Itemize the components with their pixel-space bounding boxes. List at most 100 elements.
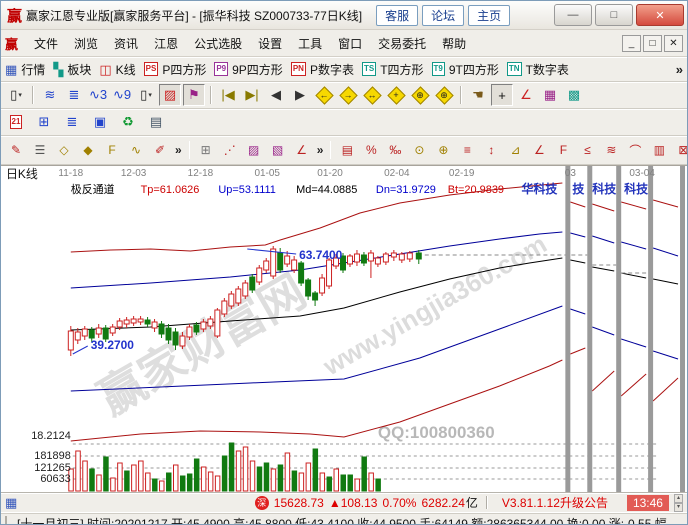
upgrade-announcement-link[interactable]: V3.81.1.12升级公告 xyxy=(501,496,608,510)
p-square-button[interactable]: PS P四方形 xyxy=(143,61,206,78)
candle-body xyxy=(319,277,326,294)
maximize-button[interactable]: □ xyxy=(595,4,633,26)
t-square-button[interactable]: TS T四方形 xyxy=(361,61,424,78)
quote-list-button[interactable]: ≣ xyxy=(63,84,85,106)
gann-draw-tool-3-12[interactable]: ≋ xyxy=(600,139,622,161)
zoom-h-button[interactable]: ↔ xyxy=(361,84,383,106)
spin-up-icon[interactable]: ▴ xyxy=(673,493,683,503)
gann-draw-tool-3-2[interactable]: % xyxy=(360,139,382,161)
save-button[interactable]: ▣ xyxy=(89,111,111,133)
gann-draw-tool-3-8[interactable]: ⊿ xyxy=(504,139,526,161)
gann-draw-tool-2-5[interactable]: ∠ xyxy=(291,139,313,161)
crosshair-tool-button[interactable]: + xyxy=(491,84,513,106)
candle-style-button[interactable]: ▯ ▾ xyxy=(5,84,27,106)
gann-draw-tool-2-4[interactable]: ▧ xyxy=(267,139,289,161)
gann-draw-tool-1-4[interactable]: ◆ xyxy=(77,139,99,161)
child-close-button[interactable]: ✕ xyxy=(664,34,683,52)
menu-item-4[interactable]: 江恩 xyxy=(154,36,179,51)
title-button-3[interactable]: 主页 xyxy=(468,4,511,26)
refresh-button[interactable]: ♻ xyxy=(117,111,139,133)
child-restore-button[interactable]: □ xyxy=(643,34,662,52)
gann-draw-tool-2-1[interactable]: ⊞ xyxy=(195,139,217,161)
menu-item-9[interactable]: 交易委托 xyxy=(378,36,427,51)
memo-button[interactable]: ≣ xyxy=(61,111,83,133)
gann-draw-tool-2-2[interactable]: ⋰ xyxy=(219,139,241,161)
child-minimize-button[interactable]: _ xyxy=(622,34,641,52)
gann-draw-tool-3-9[interactable]: ∠ xyxy=(528,139,550,161)
gann-draw-tool-1-2[interactable]: ☰ xyxy=(29,139,51,161)
prev-bar-button[interactable]: ◀ xyxy=(265,84,287,106)
t-table-button[interactable]: TN T数字表 xyxy=(506,61,569,78)
p-table-button[interactable]: PN P数字表 xyxy=(290,61,354,78)
angle-tool-button[interactable]: ∠ xyxy=(515,84,537,106)
menu-item-10[interactable]: 帮助 xyxy=(442,36,467,51)
9p-square-button[interactable]: P9 9P四方形 xyxy=(214,61,283,78)
pattern-button[interactable]: ▨ xyxy=(159,84,181,106)
gann-draw-tool-3-11[interactable]: ≤ xyxy=(576,139,598,161)
gann-draw-tool-2-3[interactable]: ▨ xyxy=(243,139,265,161)
wave-3-button[interactable]: ∿3 xyxy=(87,84,109,106)
gann-draw-tool-3-14[interactable]: ▥ xyxy=(648,139,670,161)
gann-draw-tool-1-7[interactable]: ✐ xyxy=(149,139,171,161)
gann-tool-icon: ⊞ xyxy=(200,143,211,157)
hand-tool-button[interactable]: ☚ xyxy=(467,84,489,106)
title-button-1[interactable]: 客服 xyxy=(376,4,419,26)
gann-draw-tool-1-5[interactable]: F xyxy=(101,139,123,161)
gann-draw-tool-3-7[interactable]: ↕ xyxy=(480,139,502,161)
pan-left-button[interactable]: ← xyxy=(313,84,335,106)
spin-down-icon[interactable]: ▾ xyxy=(673,502,683,512)
gann-draw-tool-3-10[interactable]: F xyxy=(552,139,574,161)
gann-draw-tool-3-6[interactable]: ≡ xyxy=(456,139,478,161)
teal-grid-button[interactable]: ▩ xyxy=(563,84,585,106)
system-button[interactable]: ▤ xyxy=(145,111,167,133)
menu-item-5[interactable]: 公式选股 xyxy=(194,36,243,51)
menu-item-7[interactable]: 工具 xyxy=(298,36,323,51)
gann-tool-icon: ≤ xyxy=(584,143,591,157)
purple-grid-button[interactable]: ▦ xyxy=(539,84,561,106)
menu-item-8[interactable]: 窗口 xyxy=(338,36,363,51)
minimize-button[interactable]: — xyxy=(554,4,592,26)
menu-item-6[interactable]: 设置 xyxy=(258,36,283,51)
quotes-button[interactable]: ▦ 行情 xyxy=(5,61,45,78)
last-bar-button[interactable]: ▶| xyxy=(241,84,263,106)
gann-tool-icon: ⊠ xyxy=(678,143,688,157)
draw-group-overflow-button[interactable]: » xyxy=(316,143,324,157)
gann-draw-tool-1-6[interactable]: ∿ xyxy=(125,139,147,161)
kline-button[interactable]: ◫ K线 xyxy=(99,61,135,78)
axis-value-label: 18.2124 xyxy=(31,430,71,442)
gann-draw-tool-1-1[interactable]: ✎ xyxy=(5,139,27,161)
calculator-button[interactable]: ⊞ xyxy=(33,111,55,133)
gann-draw-tool-3-5[interactable]: ⊕ xyxy=(432,139,454,161)
chart-area[interactable]: 赢家财富网 www.yingjia360.com QQ:100800360 日K线 11… xyxy=(1,165,687,492)
menu-item-1[interactable]: 文件 xyxy=(34,36,59,51)
close-button[interactable]: ✕ xyxy=(636,4,684,26)
menu-item-2[interactable]: 浏览 xyxy=(74,36,99,51)
next-bar-button[interactable]: ▶ xyxy=(289,84,311,106)
candle-body xyxy=(277,252,284,271)
gann-draw-tool-3-15[interactable]: ⊠ xyxy=(672,139,688,161)
zoom-out-button[interactable]: ⊕ xyxy=(409,84,431,106)
trend-net-button[interactable]: ≋ xyxy=(39,84,61,106)
gann-draw-tool-1-3[interactable]: ◇ xyxy=(53,139,75,161)
title-button-2[interactable]: 论坛 xyxy=(422,4,465,26)
pan-right-button[interactable]: → xyxy=(337,84,359,106)
9t-square-button[interactable]: T9 9T四方形 xyxy=(431,61,499,78)
toolbar-overflow-button[interactable]: » xyxy=(675,61,683,77)
flag-button[interactable]: ⚑ xyxy=(183,84,205,106)
zoom-fit-button[interactable]: ⊕ xyxy=(433,84,455,106)
zoom-in-button[interactable]: + xyxy=(385,84,407,106)
first-bar-button[interactable]: |◀ xyxy=(217,84,239,106)
gann-draw-tool-3-3[interactable]: ‰ xyxy=(384,139,406,161)
calendar-button[interactable]: 21 xyxy=(5,111,27,133)
sectors-button[interactable]: ▚ 板块 xyxy=(53,61,91,78)
wave-9-button[interactable]: ∿9 xyxy=(111,84,133,106)
quotes-grid-icon[interactable]: ▦ xyxy=(5,495,18,510)
draw-group-overflow-button[interactable]: » xyxy=(175,143,182,157)
gann-draw-tool-3-13[interactable]: ⌒ xyxy=(624,139,646,161)
hollow-candle-button[interactable]: ▯ ▾ xyxy=(135,84,157,106)
menu-item-3[interactable]: 资讯 xyxy=(114,36,139,51)
status-spinner[interactable]: ▴ ▾ xyxy=(673,493,683,512)
gann-draw-tool-3-4[interactable]: ⊙ xyxy=(408,139,430,161)
gann-draw-tool-3-1[interactable]: ▤ xyxy=(336,139,358,161)
